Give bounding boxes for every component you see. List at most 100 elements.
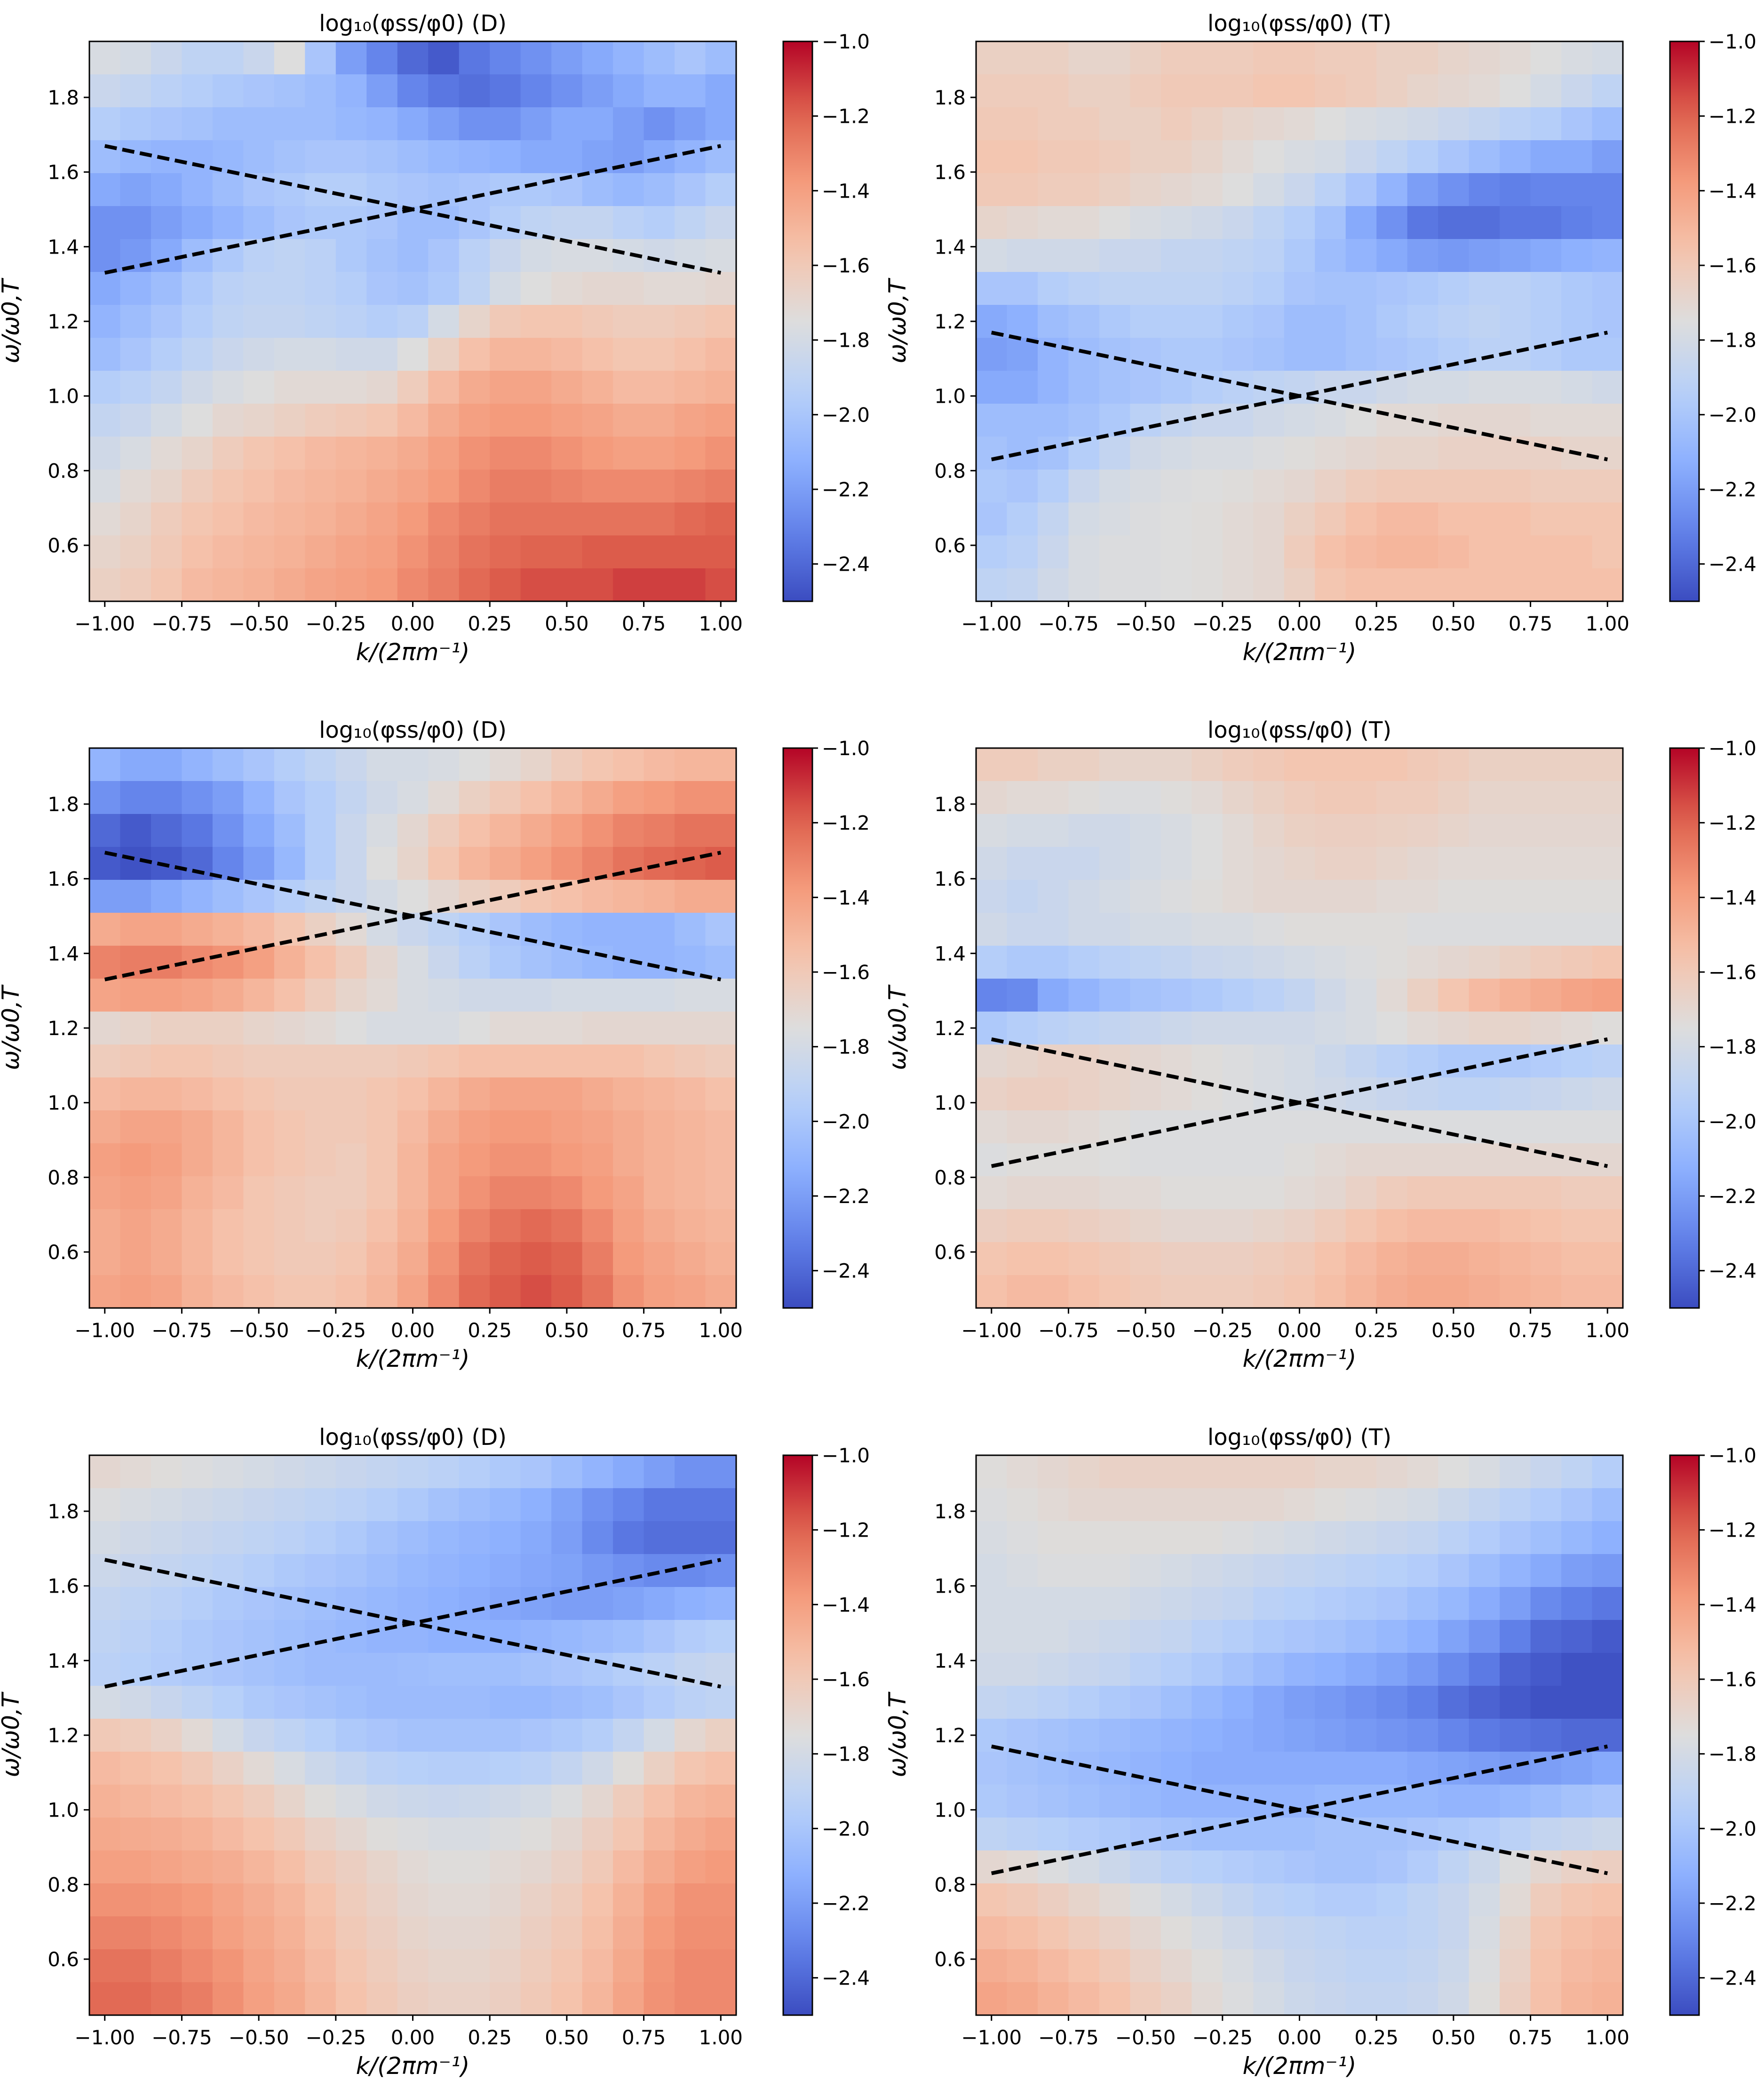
heatmap-cell (705, 1686, 737, 1719)
heatmap-cell (120, 781, 151, 814)
heatmap-cell (1284, 1587, 1316, 1620)
heatmap-cell (1530, 1916, 1562, 1950)
heatmap-cell (1037, 880, 1069, 913)
heatmap-cell (490, 1916, 521, 1950)
heatmap-cell (305, 1012, 336, 1045)
heatmap-cell (459, 1752, 490, 1785)
heatmap-cell (428, 140, 460, 174)
heatmap-cell (1561, 1785, 1593, 1818)
heatmap-cell (551, 371, 583, 404)
heatmap-cell (582, 1521, 613, 1555)
heatmap-cell (705, 305, 737, 338)
heatmap-cell (1068, 1488, 1100, 1522)
heatmap-cell (1007, 470, 1038, 503)
heatmap-cell (613, 1949, 644, 1983)
panel-title: log₁₀(φss/φ0) (D) (319, 717, 507, 743)
heatmap-cell (705, 1455, 737, 1489)
heatmap-cell (1561, 371, 1593, 404)
x-tick-label: 0.25 (1354, 612, 1398, 635)
heatmap-cell (1592, 946, 1623, 979)
heatmap-cell (1284, 140, 1316, 174)
heatmap-cell (1253, 338, 1285, 371)
heatmap-cell (243, 1818, 275, 1851)
heatmap-cell (976, 1045, 1008, 1078)
heatmap-cell (551, 1209, 583, 1243)
heatmap-cell (1345, 1012, 1377, 1045)
heatmap-cell (89, 41, 121, 75)
heatmap-cell (305, 1653, 336, 1686)
heatmap-cell (551, 1916, 583, 1950)
heatmap-cell (428, 272, 460, 305)
heatmap-cell (305, 1143, 336, 1177)
heatmap-cell (644, 41, 675, 75)
heatmap-cell (151, 1587, 183, 1620)
heatmap-cell (1253, 470, 1285, 503)
heatmap-cell (1561, 1012, 1593, 1045)
dashed-line-falling (104, 144, 722, 275)
heatmap-cell (151, 1275, 183, 1308)
heatmap-cell (89, 1818, 121, 1851)
heatmap-cell (335, 1949, 367, 1983)
heatmap-cell (1315, 1455, 1346, 1489)
x-axis-label: k/(2πm⁻¹) (356, 638, 470, 666)
heatmap-cell (1407, 1275, 1438, 1308)
heatmap-cell (976, 748, 1008, 781)
heatmap-cell (582, 404, 613, 437)
heatmap-cell (1068, 107, 1100, 141)
heatmap-cell (366, 1719, 398, 1752)
heatmap-cell (1315, 1143, 1346, 1177)
heatmap-cell (1315, 1110, 1346, 1144)
heatmap-cell (1130, 814, 1161, 847)
heatmap-cell (1160, 1883, 1192, 1917)
heatmap-cell (89, 404, 121, 437)
heatmap-cell (644, 568, 675, 602)
heatmap-cell (397, 338, 429, 371)
heatmap-cell (1007, 140, 1038, 174)
heatmap-cell (490, 1176, 521, 1210)
heatmap-cell (675, 814, 706, 847)
heatmap-cell (490, 1620, 521, 1653)
heatmap-cell (1345, 239, 1377, 272)
heatmap-cell (613, 1620, 644, 1653)
heatmap-cell (1407, 880, 1438, 913)
heatmap-cell (366, 437, 398, 470)
heatmap-cell (428, 74, 460, 108)
heatmap-cell (428, 502, 460, 536)
heatmap-cell (520, 535, 552, 569)
heatmap-cell (1500, 535, 1531, 569)
heatmap-cell (335, 1077, 367, 1111)
heatmap-cell (1037, 437, 1069, 470)
heatmap-cell (1253, 1275, 1285, 1308)
heatmap-cell (212, 305, 244, 338)
heatmap-cell (120, 1242, 151, 1276)
heatmap-cell (1068, 913, 1100, 946)
heatmap-cell (1561, 1587, 1593, 1620)
heatmap-cell (1315, 1209, 1346, 1243)
heatmap-cell (1253, 1686, 1285, 1719)
heatmap-cell (1592, 1488, 1623, 1522)
heatmap-cell (459, 535, 490, 569)
heatmap-cell (520, 1045, 552, 1078)
heatmap-cell (551, 1012, 583, 1045)
heatmap-cell (551, 107, 583, 141)
heatmap-cell (305, 305, 336, 338)
x-tick-label: −0.75 (1038, 612, 1099, 635)
heatmap-cell (1099, 913, 1131, 946)
heatmap-cell (1068, 470, 1100, 503)
heatmap-cell (182, 979, 213, 1012)
heatmap-cell (1592, 74, 1623, 108)
heatmap-cell (1068, 1455, 1100, 1489)
heatmap-cell (305, 1455, 336, 1489)
heatmap-cell (397, 1949, 429, 1983)
heatmap-cell (1469, 1752, 1500, 1785)
heatmap-cell (1500, 748, 1531, 781)
heatmap-cell (305, 470, 336, 503)
heatmap-cell (397, 880, 429, 913)
heatmap-cell (1160, 437, 1192, 470)
heatmap-cell (1192, 1110, 1223, 1144)
heatmap-cell (613, 74, 644, 108)
heatmap-cell (1192, 502, 1223, 536)
heatmap-cell (1160, 1949, 1192, 1983)
heatmap-cell (1376, 1110, 1408, 1144)
